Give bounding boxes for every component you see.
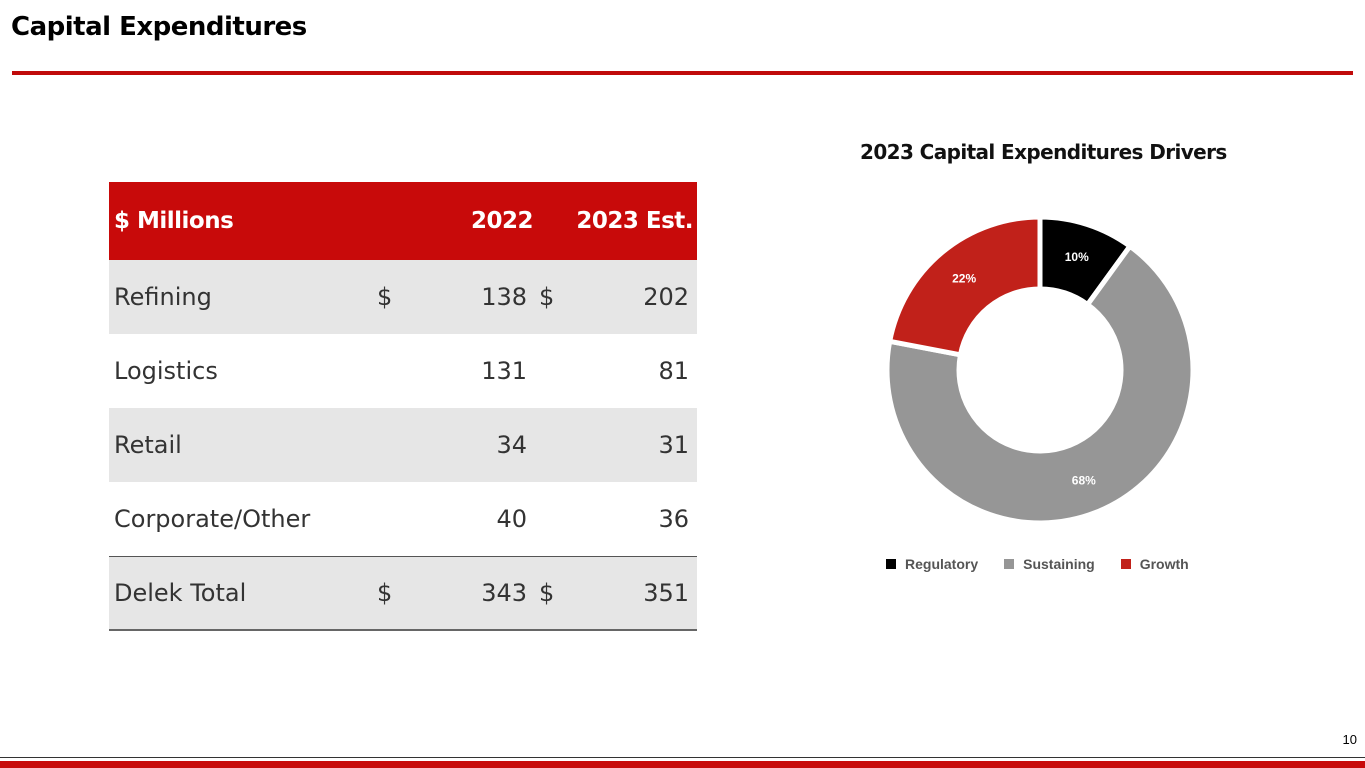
legend-item-sustaining: Sustaining — [1004, 556, 1095, 572]
chart-title: 2023 Capital Expenditures Drivers — [860, 140, 1227, 164]
value-2023: 81 — [658, 357, 689, 385]
row-label: Logistics — [114, 357, 218, 385]
value-2022: 131 — [481, 357, 527, 385]
row-label: Corporate/Other — [114, 505, 311, 533]
title-divider — [12, 71, 1353, 75]
row-label: Delek Total — [114, 579, 247, 607]
legend-label: Growth — [1139, 556, 1189, 572]
capex-table: $ Millions 2022 2023 Est. Refining $ 138… — [109, 182, 697, 631]
footer-bar — [0, 761, 1365, 768]
page-title: Capital Expenditures — [11, 12, 307, 42]
donut-slice-sustaining — [884, 243, 1196, 526]
value-2023: 202 — [643, 283, 689, 311]
slice-label-growth: 22% — [952, 271, 976, 285]
value-2023: 36 — [658, 505, 689, 533]
table-total-row: Delek Total $ 343 $ 351 — [109, 556, 697, 631]
legend-swatch — [1120, 559, 1131, 569]
currency-symbol: $ — [539, 579, 555, 607]
header-2022: 2022 — [470, 208, 534, 234]
currency-symbol: $ — [377, 579, 393, 607]
page-number: 10 — [1342, 732, 1357, 747]
value-2022: 40 — [496, 505, 527, 533]
currency-symbol: $ — [539, 283, 555, 311]
slice-label-sustaining: 68% — [1072, 474, 1096, 488]
value-2023: 351 — [643, 579, 689, 607]
header-label: $ Millions — [114, 208, 234, 234]
legend-swatch — [1004, 559, 1015, 569]
table-row: Refining $ 138 $ 202 — [109, 260, 697, 334]
header-2023: 2023 Est. — [576, 208, 693, 234]
table-header-row: $ Millions 2022 2023 Est. — [109, 182, 697, 260]
chart-legend: Regulatory Sustaining Growth — [886, 556, 1189, 572]
value-2022: 34 — [496, 431, 527, 459]
legend-swatch — [886, 559, 896, 569]
value-2023: 31 — [658, 431, 689, 459]
slice-label-regulatory: 10% — [1065, 250, 1089, 264]
row-label: Refining — [114, 283, 212, 311]
footer-divider — [0, 757, 1365, 758]
row-label: Retail — [114, 431, 182, 459]
legend-label: Sustaining — [1023, 556, 1095, 572]
legend-item-growth: Growth — [1120, 556, 1189, 572]
currency-symbol: $ — [377, 283, 393, 311]
value-2022: 343 — [481, 579, 527, 607]
legend-item-regulatory: Regulatory — [886, 556, 978, 572]
table-row: Logistics 131 81 — [109, 334, 697, 408]
donut-slice-growth — [887, 214, 1043, 358]
table-row: Corporate/Other 40 36 — [109, 482, 697, 556]
table-row: Retail 34 31 — [109, 408, 697, 482]
value-2022: 138 — [481, 283, 527, 311]
donut-chart: 10% 68% 22% — [884, 214, 1196, 526]
legend-label: Regulatory — [905, 556, 979, 572]
